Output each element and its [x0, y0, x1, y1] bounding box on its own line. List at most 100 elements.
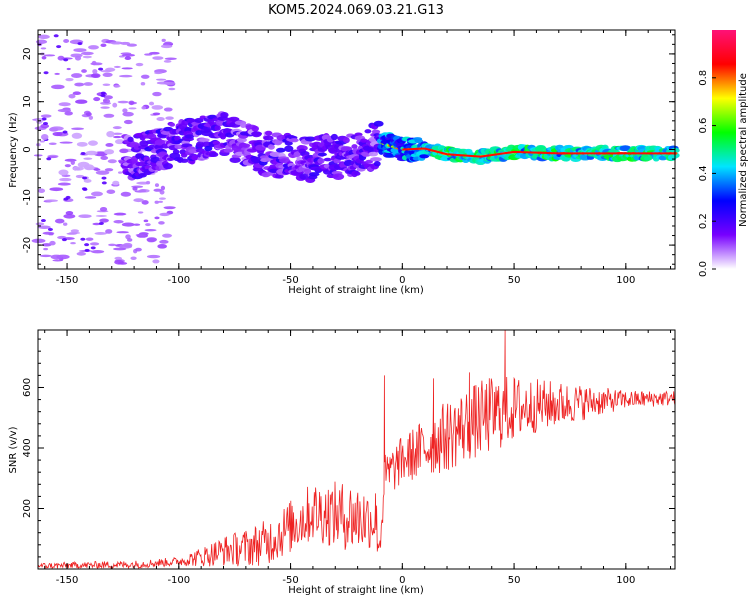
- spectrogram-cell: [241, 143, 251, 148]
- spectrogram-cell: [128, 100, 135, 106]
- spectrogram-cell: [49, 240, 56, 246]
- spectrogram-cell: [104, 168, 114, 172]
- spectrogram-cell: [53, 34, 59, 38]
- spectrogram-cell: [180, 152, 188, 158]
- spectrogram-cell: [35, 222, 45, 226]
- spectrogram-cell: [304, 136, 316, 142]
- spectrogram-cell: [154, 183, 160, 188]
- spectrogram-y-label: Frequency (Hz): [8, 112, 19, 188]
- spectrogram-cell: [64, 158, 77, 162]
- x-tick-label: 100: [616, 575, 635, 586]
- spectrogram-cell: [41, 243, 52, 247]
- spectrogram-cell: [104, 149, 115, 155]
- x-tick-label: 0: [399, 275, 405, 286]
- spectrogram-cell: [63, 58, 69, 62]
- spectrogram-cell: [100, 94, 106, 98]
- spectrogram-cell: [105, 142, 114, 147]
- spectrogram-cell: [140, 74, 150, 79]
- snr-frame: [37, 329, 676, 570]
- spectrogram-cell: [93, 168, 101, 171]
- y-tick-label: 10: [22, 95, 33, 108]
- spectrogram-cell: [138, 172, 147, 178]
- x-tick-label: -50: [282, 575, 298, 586]
- colorbar-tick-label: 0.6: [698, 118, 709, 134]
- spectrogram-cell: [123, 119, 133, 125]
- spectrogram-cell: [40, 134, 49, 140]
- spectrogram-cell: [39, 140, 45, 143]
- spectrogram-cell: [353, 171, 361, 176]
- colorbar-gradient: [712, 30, 736, 269]
- spectrogram-cell: [100, 91, 106, 95]
- spectrogram-cell: [71, 127, 84, 130]
- spectrogram-cell: [82, 55, 92, 59]
- snr-ticks: -150 -100 -50 0 50 100 200 400 600: [22, 330, 675, 586]
- spectrogram-cell: [70, 241, 76, 245]
- spectrogram-cell: [84, 196, 97, 199]
- spectrogram-cell: [122, 108, 128, 113]
- spectrogram-cell: [49, 187, 64, 192]
- spectrogram-cell: [195, 130, 203, 136]
- spectrogram-cell: [368, 151, 379, 157]
- spectrogram-cell: [106, 189, 116, 194]
- spectrogram-cell: [101, 181, 107, 185]
- spectrogram-cell: [156, 117, 165, 122]
- spectrogram-cell: [57, 182, 71, 186]
- spectrogram-cell: [229, 156, 241, 164]
- spectrogram-cell: [152, 56, 164, 60]
- spectrogram-cell: [90, 73, 101, 79]
- spectrogram-cell: [81, 187, 87, 191]
- spectrogram-cell: [40, 47, 47, 50]
- spectrogram-cell: [135, 233, 147, 236]
- y-tick-label: -20: [22, 237, 33, 253]
- colorbar-ticks: 0.0 0.2 0.4 0.6 0.8: [698, 70, 716, 277]
- colorbar-tick-label: 0.2: [698, 213, 709, 229]
- spectrogram-cell: [373, 120, 384, 127]
- y-tick-label: 200: [22, 499, 33, 518]
- spectrogram-cell: [54, 72, 60, 75]
- spectrogram-cell: [38, 225, 51, 229]
- spectrogram-cell: [90, 250, 105, 254]
- spectrogram-cell: [42, 121, 48, 125]
- x-tick-label: -100: [167, 575, 190, 586]
- spectrogram-cell: [112, 180, 120, 186]
- spectrogram-cell: [62, 222, 68, 226]
- x-tick-label: 0: [399, 575, 405, 586]
- spectrogram-cell: [113, 212, 127, 216]
- y-tick-label: 400: [22, 438, 33, 457]
- spectrogram-cell: [289, 138, 299, 143]
- spectrogram-cell: [113, 84, 121, 88]
- spectrogram-cell: [84, 248, 90, 252]
- spectrogram-cell: [370, 157, 382, 162]
- x-tick-label: 50: [508, 575, 521, 586]
- spectrogram-cell: [145, 223, 151, 227]
- spectrogram-cell: [76, 251, 86, 256]
- spectrogram-cell: [103, 113, 115, 118]
- spectrogram-cell: [84, 243, 90, 247]
- spectrogram-cell: [68, 94, 76, 99]
- spectrogram-cell: [120, 41, 131, 45]
- spectrogram-cell: [143, 219, 149, 223]
- spectrogram-cell: [98, 221, 104, 225]
- spectrogram-cell: [194, 118, 204, 123]
- spectrogram-cell: [148, 101, 155, 106]
- spectrogram-cell: [414, 138, 424, 144]
- spectrogram-cell: [263, 135, 274, 141]
- spectrogram-cell: [111, 132, 123, 135]
- colorbar-label: Normalized spectral amplitude: [738, 73, 749, 227]
- spectrogram-cell: [308, 172, 320, 177]
- spectrogram-cell: [98, 67, 104, 71]
- spectrogram-cell: [274, 139, 283, 146]
- spectrogram-cell: [59, 177, 72, 182]
- spectrogram-cell: [284, 145, 294, 153]
- x-tick-label: 100: [616, 275, 635, 286]
- spectrogram-cell: [100, 106, 110, 109]
- spectrogram-cell: [153, 188, 163, 192]
- spectrogram-cell: [149, 51, 160, 55]
- spectrogram-cell: [373, 161, 381, 167]
- spectrogram-x-label: Height of straight line (km): [288, 285, 424, 296]
- spectrogram-cell: [113, 247, 127, 251]
- spectrogram-cell: [83, 178, 92, 183]
- spectrogram-cell: [88, 140, 98, 146]
- spectrogram-cell: [85, 237, 94, 241]
